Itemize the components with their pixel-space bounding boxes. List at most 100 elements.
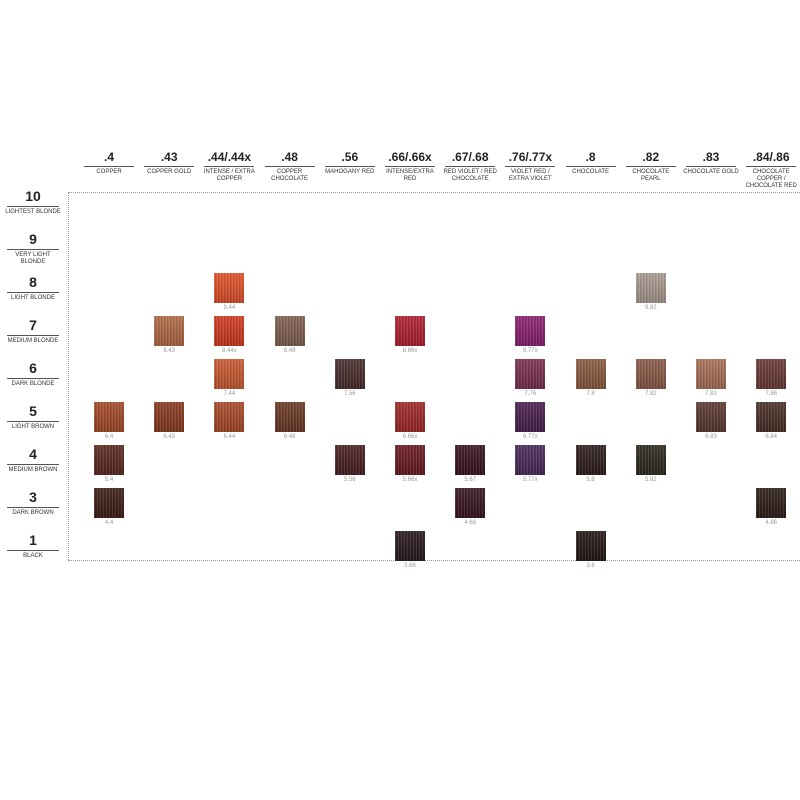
column-name: COPPER CHOCOLATE: [271, 169, 309, 182]
column-name: CHOCOLATE GOLD: [683, 169, 739, 175]
swatch-label: 5.8: [586, 477, 595, 483]
swatch: [395, 445, 425, 475]
row-level: 5: [29, 403, 37, 419]
swatch: [94, 402, 124, 432]
swatch-label: 3.66: [404, 563, 416, 569]
column-name: VIOLET RED / EXTRA VIOLET: [509, 169, 552, 182]
row-name: LIGHT BLONDE: [11, 295, 55, 301]
swatch-label: 4.68: [464, 520, 477, 526]
row-underline: [7, 421, 59, 422]
swatch: [274, 402, 305, 432]
row-name: BLACK: [23, 553, 43, 559]
column-code: .84/.86: [752, 150, 790, 164]
row-underline: [7, 335, 59, 336]
swatch-label: 6.84: [765, 434, 778, 440]
row-underline: [7, 292, 59, 293]
swatch: [696, 402, 726, 432]
row-name: LIGHT BROWN: [11, 424, 55, 430]
row-level: 1: [29, 532, 37, 548]
column-code: .43: [160, 150, 178, 164]
swatch-label: 7.82: [644, 391, 657, 397]
column-name: CHOCOLATE PEARL: [632, 169, 670, 182]
swatch-label: 5.82: [644, 477, 657, 483]
column-underline: [324, 166, 375, 167]
grid-left-border: [68, 192, 69, 560]
swatch: [575, 445, 606, 475]
swatch-label: 6.83: [705, 434, 717, 440]
row-level: 7: [29, 317, 37, 333]
column-code: .66/.66x: [388, 150, 432, 164]
swatch-label: 6.43: [163, 434, 176, 440]
row-underline: [7, 464, 59, 465]
swatch-label: 8.48: [283, 348, 296, 354]
column-underline: [686, 166, 736, 167]
swatch: [515, 359, 546, 389]
row-level: 4: [29, 446, 37, 462]
row-name: MEDIUM BLONDE: [7, 338, 59, 344]
swatch-label: 7.44: [223, 391, 236, 397]
row-level: 3: [29, 489, 37, 505]
swatch-label: 6.48: [283, 434, 296, 440]
row-level: 10: [25, 188, 41, 204]
swatch: [575, 359, 606, 389]
column-underline: [264, 166, 315, 167]
swatch: [635, 273, 666, 303]
row-name: DARK BROWN: [12, 510, 54, 516]
column-underline: [144, 166, 195, 167]
swatch-label: 8.44x: [222, 348, 237, 354]
column-name: RED VIOLET / RED CHOCOLATE: [443, 169, 497, 182]
column-underline: [505, 166, 556, 167]
swatch-label: 5.67: [464, 477, 477, 483]
column-name: CHOCOLATE: [572, 169, 610, 175]
swatch-label: 4.86: [765, 520, 778, 526]
swatch: [696, 359, 726, 389]
row-underline: [7, 550, 59, 551]
column-code: .8: [585, 150, 596, 164]
column-name: INTENSE / EXTRA COPPER: [203, 169, 255, 182]
column-code: .56: [341, 150, 359, 164]
column-underline: [445, 166, 496, 167]
swatch-label: 3.8: [586, 563, 595, 569]
grid-top-border: [68, 192, 800, 193]
column-code: .44/.44x: [207, 150, 252, 164]
swatch-label: 6.4: [104, 434, 114, 440]
swatch-label: 6.66x: [402, 434, 418, 440]
swatch-label: 8.77x: [523, 348, 538, 354]
column-underline: [385, 166, 435, 167]
row-level: 8: [29, 274, 37, 290]
column-code: .76/.77x: [508, 150, 553, 164]
swatch-label: 7.86: [765, 391, 778, 397]
column-underline: [625, 166, 676, 167]
row-name: LIGHTEST BLONDE: [5, 209, 61, 215]
column-code: .48: [281, 150, 298, 164]
row-name: VERY LIGHT BLONDE: [15, 252, 51, 265]
column-code: .83: [702, 150, 720, 164]
swatch-label: 7.8: [586, 391, 595, 397]
grid-bottom-border: [68, 560, 800, 561]
swatch-label: 5.66x: [402, 477, 418, 483]
column-underline: [746, 166, 797, 167]
swatch: [395, 316, 425, 346]
swatch-label: 6.44: [223, 434, 236, 440]
swatch-label: 9.82: [644, 305, 657, 311]
swatch: [756, 359, 787, 389]
column-name: COPPER GOLD: [147, 169, 192, 175]
column-name: INTENSE/EXTRA RED: [386, 169, 434, 182]
swatch-label: 7.76: [524, 391, 537, 397]
column-name: MAHOGANY RED: [325, 169, 375, 175]
swatch: [214, 402, 245, 432]
swatch-label: 8.43: [163, 348, 176, 354]
row-name: MEDIUM BROWN: [8, 467, 58, 473]
swatch-label: 7.56: [343, 391, 356, 397]
swatch: [515, 316, 546, 346]
swatch-label: 8.66x: [402, 348, 418, 354]
row-level: 6: [29, 360, 37, 376]
swatch-label: 7.83: [705, 391, 717, 397]
swatch: [214, 359, 245, 389]
column-code: .4: [103, 150, 114, 164]
swatch: [154, 316, 185, 346]
column-underline: [565, 166, 616, 167]
row-underline: [7, 206, 59, 207]
swatch: [334, 445, 365, 475]
